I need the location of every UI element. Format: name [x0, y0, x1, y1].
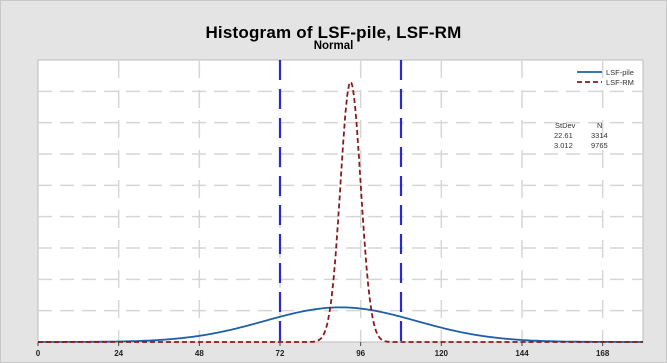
- distribution-curves: [38, 80, 643, 343]
- stats-cell: 9765: [591, 141, 608, 150]
- stats-header: N: [597, 121, 602, 130]
- stats-cell: 3.012: [554, 141, 573, 150]
- curve-lsf-rm: [38, 80, 643, 343]
- x-tick-label: 72: [276, 349, 285, 358]
- x-tick-label: 144: [515, 349, 529, 358]
- x-tick-label: 0: [36, 349, 41, 358]
- stats-cell: 22.61: [554, 131, 573, 140]
- plot-area: [37, 59, 644, 343]
- curve-lsf-pile: [38, 306, 643, 343]
- x-tick-label: 168: [596, 349, 610, 358]
- legend-label: LSF-pile: [606, 68, 634, 77]
- x-tick-label: 48: [195, 349, 204, 358]
- stats-table: StDev N 22.61 3314 3.012 9765: [554, 121, 608, 150]
- chart-title: Histogram of LSF-pile, LSF-RM: [205, 23, 462, 42]
- x-axis: 0 24 48 72 96 120 144 168: [36, 342, 610, 358]
- x-tick-label: 24: [114, 349, 123, 358]
- legend-label: LSF-RM: [606, 78, 634, 87]
- x-tick-label: 96: [356, 349, 365, 358]
- chart-subtitle: Normal: [313, 40, 354, 52]
- reference-lines: [278, 60, 403, 342]
- x-tick-label: 120: [435, 349, 449, 358]
- stats-cell: 3314: [591, 131, 608, 140]
- stats-header: StDev: [555, 121, 576, 130]
